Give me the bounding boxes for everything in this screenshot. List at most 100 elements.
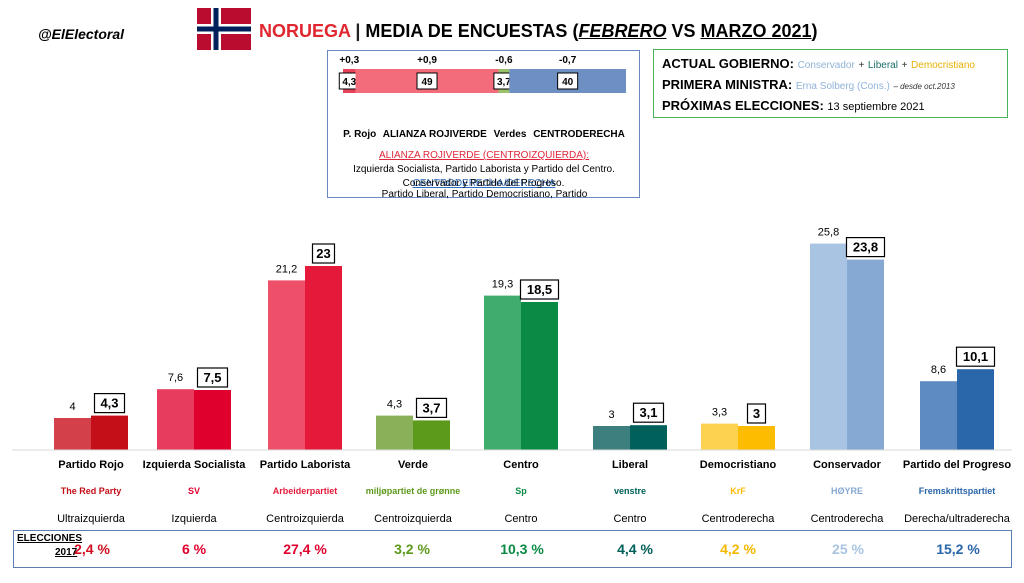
bar-label-mar: 4,3 [100, 396, 118, 411]
bloc-value-label: 49 [421, 77, 433, 88]
bar-label-feb: 7,6 [168, 372, 183, 384]
bar-mar [194, 390, 231, 450]
poll-bar-chart: 4 4,3 7,6 7,5 21,2 23 4,3 3,7 19,3 18,5 3 3,1 3,3 3 25… [12, 227, 1012, 525]
party-logo-icon: Sp [515, 486, 527, 496]
bar-feb [920, 381, 957, 450]
category-party-name: Verde [398, 459, 428, 471]
bloc-summary-box: +0,3 4,3 +0,9 49 -0,6 3,7 -0,7 40 P. Rojo ALIAN… [327, 50, 640, 200]
bar-label-feb: 4,3 [387, 399, 402, 411]
bloc-value-box [557, 72, 579, 90]
bloc-change-label: +0,3 [339, 55, 359, 66]
bloc-value-label: 40 [562, 77, 574, 88]
bar-label-mar-box [519, 279, 560, 300]
election-2017-value: 27,4 % [283, 541, 327, 557]
bar-feb [268, 280, 305, 450]
category-party-name: Partido del Progreso [903, 459, 1011, 471]
bloc-left-desc: Izquierda Socialista, Partido Laborista … [353, 164, 615, 175]
bar-feb [157, 389, 194, 450]
title-mar: MARZO 2021 [700, 21, 812, 41]
title-main: MEDIA DE ENCUESTAS ( [365, 21, 579, 41]
category-orientation: Centroizquierda [266, 513, 345, 525]
election-2017-value: 3,2 % [394, 541, 430, 557]
party-logo-icon: SV [188, 486, 200, 496]
gov-next-date: 13 septiembre 2021 [827, 101, 925, 113]
gov-plus-1: + [858, 60, 865, 71]
bar-mar [521, 302, 558, 450]
title-country: NORUEGA [259, 21, 351, 41]
bar-mar [305, 266, 342, 450]
bloc-left-title: ALIANZA ROJIVERDE (CENTROIZQUIERDA): [379, 150, 589, 161]
bar-label-mar: 18,5 [527, 282, 552, 297]
gov-plus-2: + [901, 60, 908, 71]
elections-label-2: 2017 [55, 547, 78, 558]
bar-label-mar: 3,1 [639, 405, 657, 420]
bar-label-mar-box [93, 393, 126, 414]
elections-label: ELECCIONES 2017 [17, 532, 82, 560]
category-orientation: Izquierda [171, 513, 217, 525]
category-party-name: Izquierda Socialista [143, 459, 247, 471]
bar-mar [630, 425, 667, 450]
bar-label-feb: 3,3 [712, 407, 727, 419]
gov-pm-label: PRIMERA MINISTRA: [662, 77, 793, 92]
election-2017-value: 4,2 % [720, 541, 756, 557]
bar-label-mar: 7,5 [203, 370, 221, 385]
bloc-label-verdes: Verdes [494, 129, 527, 140]
bar-feb [701, 423, 738, 450]
party-logo-icon: miljøpartiet de grønne [366, 486, 461, 496]
bar-label-mar-box [196, 367, 229, 388]
election-2017-value: 6 % [181, 541, 207, 557]
category-orientation: Centroizquierda [374, 513, 453, 525]
bar-label-feb: 19,3 [492, 279, 513, 291]
category-party-name: Partido Laborista [260, 459, 351, 471]
category-orientation: Ultraizquierda [57, 513, 126, 525]
bar-feb [593, 426, 630, 450]
election-2017-value: 15,2 % [936, 541, 980, 557]
bar-label-mar: 23,8 [853, 240, 878, 255]
party-logo-icon: Arbeiderpartiet [273, 486, 338, 496]
bar-feb [810, 243, 847, 450]
bar-label-mar-box [955, 346, 996, 367]
bar-feb [484, 295, 521, 450]
party-logo-icon: HØYRE [831, 486, 863, 496]
category-orientation: Derecha/ultraderecha [904, 513, 1011, 525]
election-2017-value: 10,3 % [500, 541, 544, 557]
bloc-label-centroderecha: CENTRODERECHA [533, 129, 625, 140]
gov-pm-name: Erna Solberg (Cons.) [795, 81, 890, 92]
bloc-bar-group: +0,3 4,3 +0,9 49 -0,6 3,7 -0,7 40 [338, 55, 626, 93]
title-vs: VS [671, 21, 696, 41]
bar-label-mar-box [845, 236, 886, 258]
bar-feb [54, 418, 91, 450]
bar-label-feb: 3 [608, 409, 614, 421]
government-info-box: ACTUAL GOBIERNO: Conservador + Liberal +… [653, 49, 1008, 118]
gov-pm-since: – desde oct.2013 [893, 82, 955, 91]
category-party-name: Liberal [612, 459, 648, 471]
party-logo-icon: The Red Party [61, 486, 122, 496]
category-party-name: Partido Rojo [58, 459, 124, 471]
bar-mar [738, 426, 775, 450]
bar-label-mar-box [746, 403, 767, 424]
gov-next-label: PRÓXIMAS ELECCIONES: [662, 98, 824, 113]
bloc-value-label: 4,3 [342, 77, 356, 88]
norway-flag-icon [197, 8, 251, 50]
site-handle: @ElElectoral [38, 26, 125, 42]
bar-label-mar-box [415, 397, 448, 418]
gov-party-democristiano: Democristiano [911, 60, 975, 71]
bloc-label-alianza: ALIANZA ROJIVERDE [383, 129, 487, 140]
page-title: NORUEGA | MEDIA DE ENCUESTAS (FEBRERO VS… [259, 21, 818, 42]
election-2017-value: 25 % [832, 541, 864, 557]
bar-label-mar: 3 [753, 406, 760, 421]
elections-2017-box [13, 530, 1012, 568]
bloc-value-label: 3,7 [497, 77, 511, 88]
bar-label-mar: 3,7 [422, 400, 440, 415]
party-logo-icon: Fremskrittspartiet [919, 486, 996, 496]
category-party-name: Conservador [813, 459, 882, 471]
title-feb: FEBRERO [578, 21, 667, 41]
bar-label-feb: 8,6 [931, 364, 946, 376]
chart-category-group: Partido Rojo The Red Party Ultraizquierda I… [57, 459, 1011, 525]
bar-label-mar: 10,1 [963, 349, 988, 364]
bar-label-feb: 25,8 [818, 227, 839, 239]
bar-mar [91, 415, 128, 450]
bar-label-mar: 23 [316, 246, 330, 261]
bloc-right-desc-2: Conservador y Partido del Progreso. [402, 178, 565, 189]
bloc-labels: P. Rojo ALIANZA ROJIVERDE Verdes CENTROD… [343, 129, 625, 140]
